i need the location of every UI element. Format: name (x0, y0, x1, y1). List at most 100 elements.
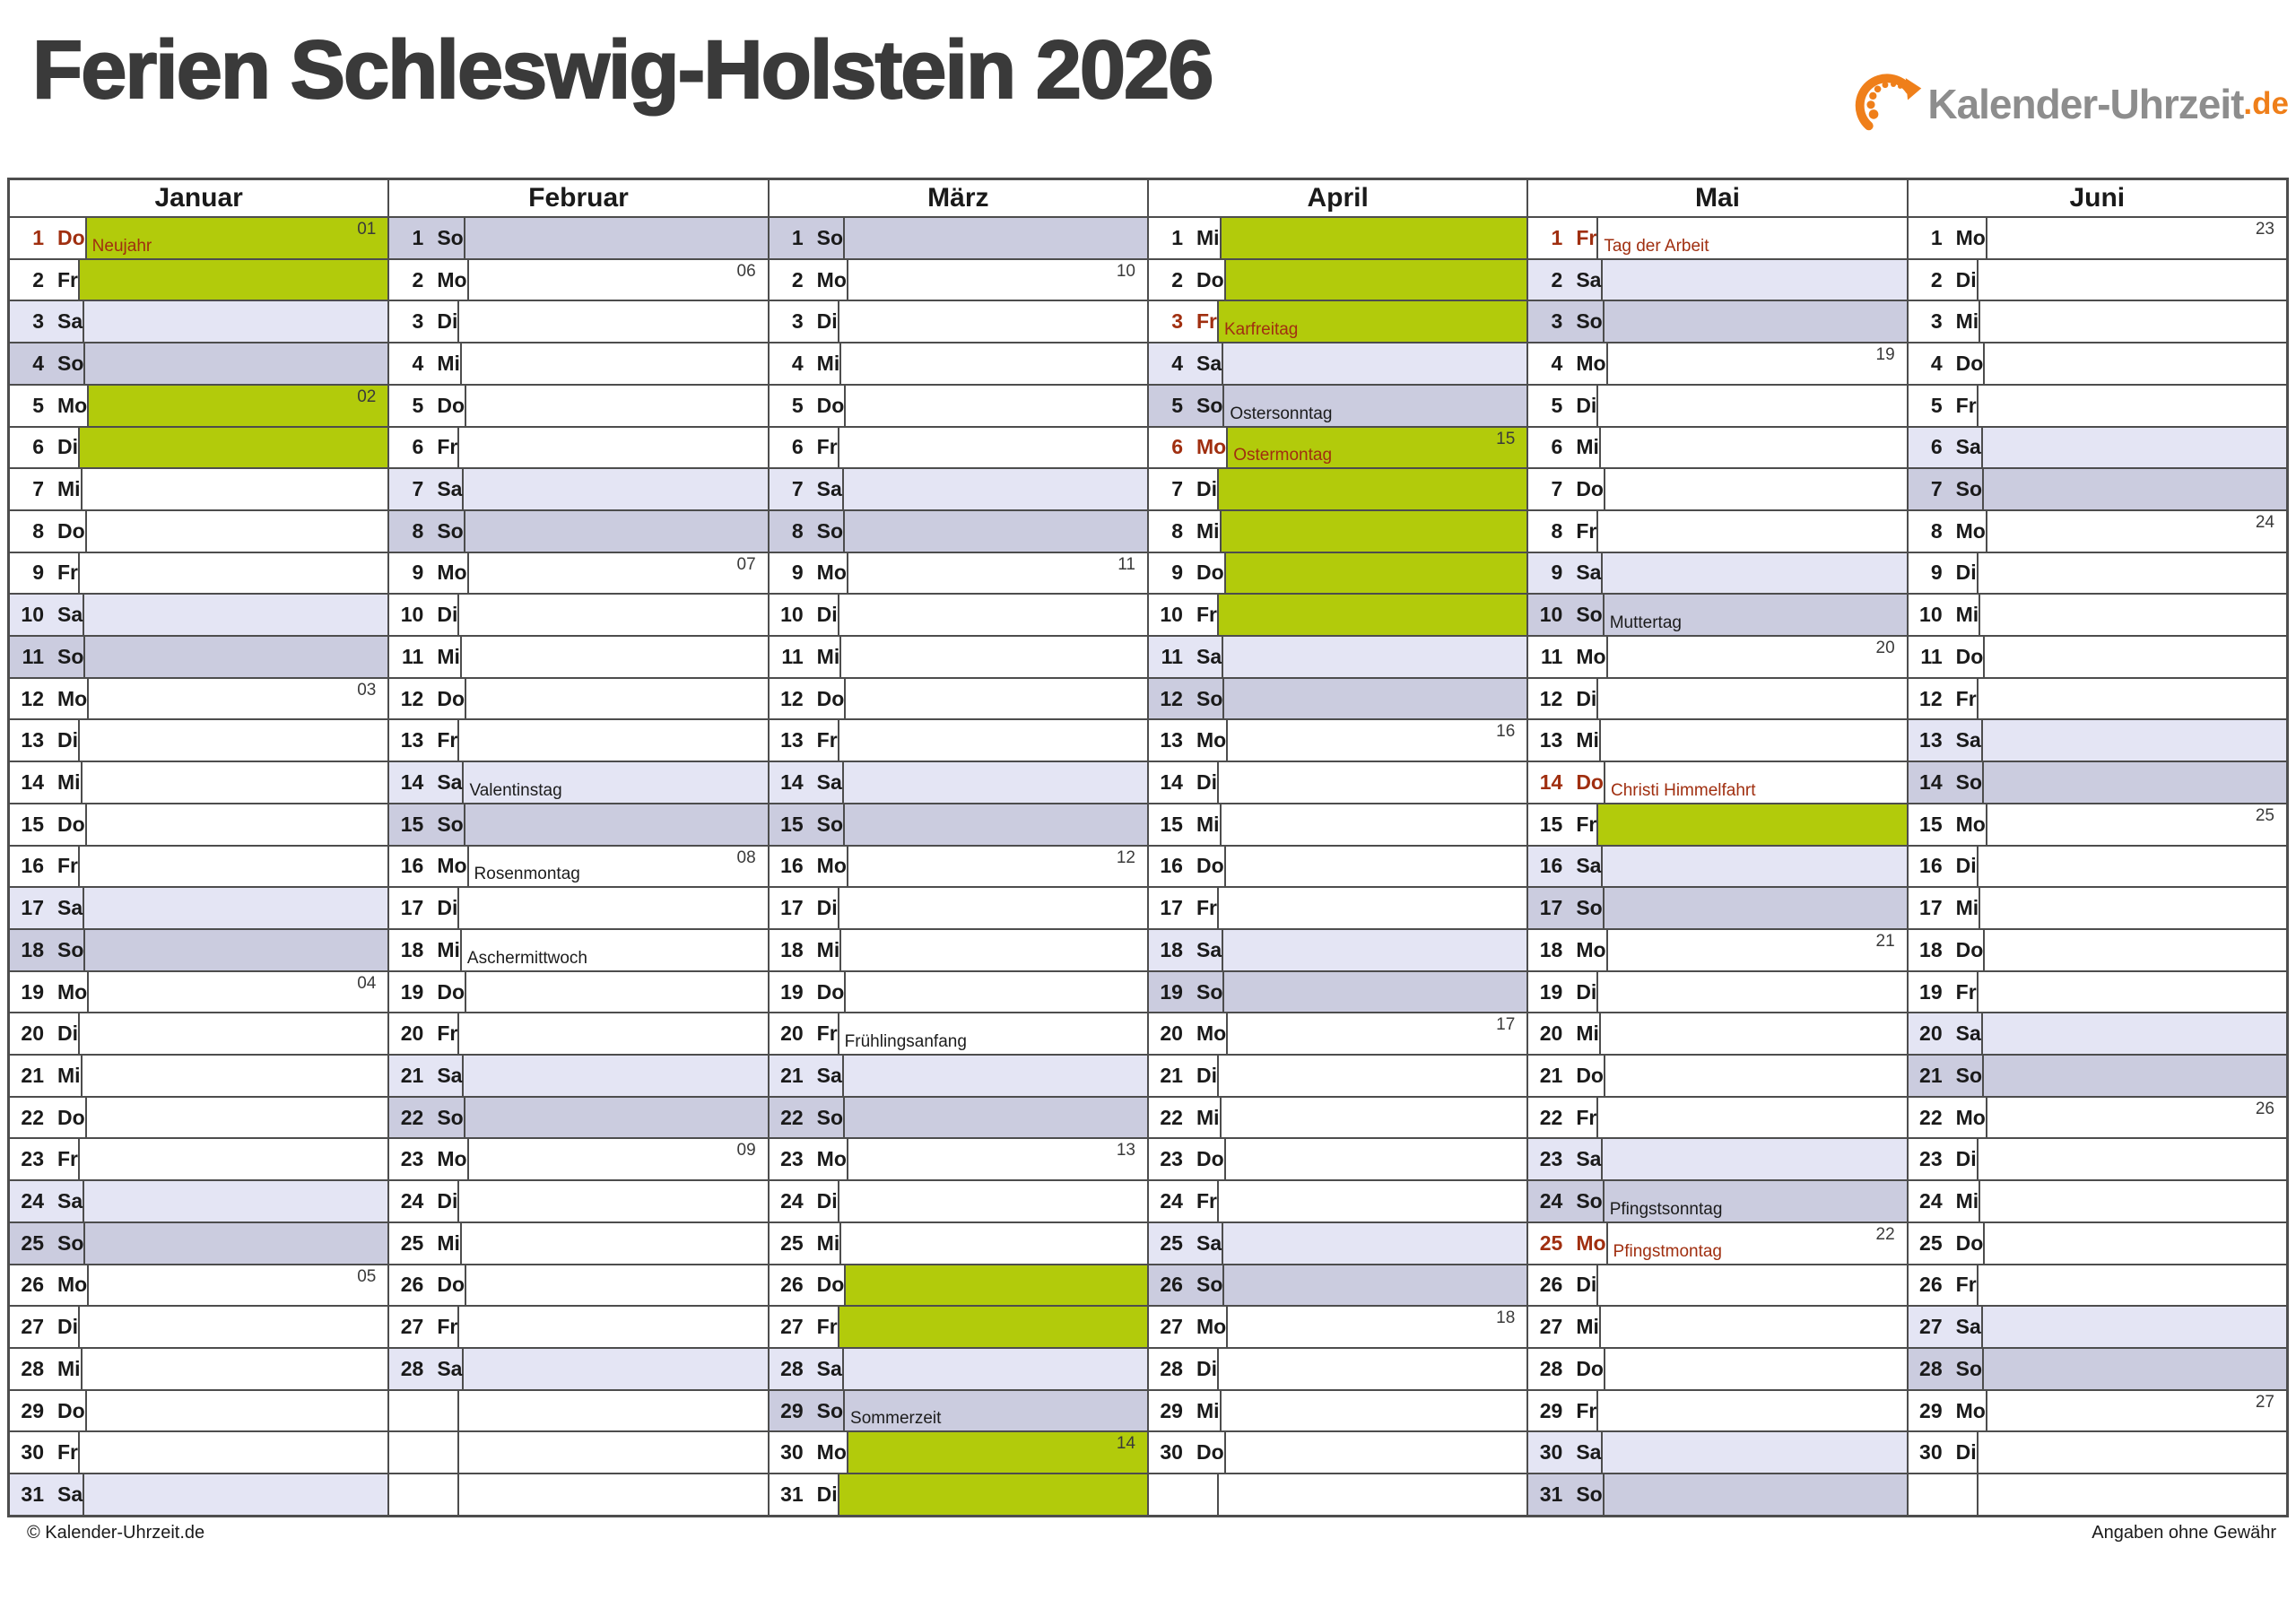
day-number: 6 (791, 435, 804, 459)
day-number: 10 (1539, 603, 1563, 627)
day-row: 20 Mo 17 (1148, 1013, 1527, 1056)
day-cell: 18 Mi (769, 929, 842, 970)
note-cell: 11 (848, 552, 1147, 594)
day-number: 22 (1160, 1105, 1183, 1129)
note-cell (1984, 1056, 2286, 1096)
note-cell (80, 846, 388, 887)
day-cell: 16 Fr (10, 846, 80, 887)
day-cell: 22 Fr (1528, 1097, 1599, 1138)
day-number: 15 (780, 812, 804, 836)
weekday-label: So (1955, 477, 1983, 501)
day-row: 22 So (769, 1097, 1147, 1140)
note-cell: Pfingstsonntag (1604, 1181, 1907, 1221)
day-cell: 5 Fr (1908, 385, 1979, 426)
day-row: 19 Di (1528, 971, 1907, 1014)
weekday-label: Fr (57, 1147, 78, 1171)
day-number: 20 (400, 1021, 424, 1046)
note-cell (1603, 1139, 1907, 1180)
note-cell (459, 301, 768, 343)
holiday-label: Tag der Arbeit (1604, 236, 1709, 256)
day-row: 30 Do (1148, 1432, 1527, 1475)
day-number: 9 (1551, 561, 1563, 585)
note-cell (459, 1390, 768, 1431)
note-cell: 23 (1987, 218, 2286, 258)
weekday-label: Sa (1196, 1230, 1222, 1255)
day-row: 21 Do (1528, 1056, 1907, 1098)
day-cell: 17 Fr (1148, 888, 1219, 928)
day-number: 3 (1171, 309, 1183, 334)
weekday-label: So (816, 518, 844, 543)
day-cell: 14 So (1908, 762, 1985, 803)
month-column-mai: Mai 1 Fr Tag der Arbeit 2 Sa 3 So 4 Mo 19 5 Di 6 Mi 7 Do… (1528, 180, 1909, 1515)
day-cell: 23 Mo (389, 1139, 469, 1180)
note-cell (84, 595, 388, 636)
weekday-label: Di (57, 728, 78, 752)
note-cell (459, 1432, 768, 1474)
day-row: 21 Mi (10, 1056, 388, 1098)
holiday-label: Sommerzeit (850, 1409, 942, 1429)
note-cell: 08 Rosenmontag (468, 846, 768, 887)
day-cell: 28 Sa (769, 1348, 844, 1389)
weekday-label: Di (1576, 979, 1597, 1004)
day-row: 11 So (10, 637, 388, 679)
day-number: 29 (21, 1398, 44, 1422)
day-row: 11 Sa (1148, 637, 1527, 679)
weekday-label: Sa (1576, 1440, 1602, 1465)
day-row: 26 Fr (1908, 1265, 2286, 1308)
day-row: 26 So (1148, 1265, 1527, 1308)
day-row: 29 Mo 27 (1908, 1390, 2286, 1433)
day-row: 9 Mo 11 (769, 552, 1147, 596)
weekday-label: Mi (1955, 1189, 1979, 1213)
day-cell: 7 Sa (389, 469, 465, 509)
weekday-label: Di (1955, 854, 1977, 878)
weekday-label: Di (816, 1189, 838, 1213)
weekday-label: So (1576, 1189, 1603, 1213)
note-cell (1221, 804, 1527, 845)
weekday-label: Mo (1955, 518, 1986, 543)
day-row: 29 So Sommerzeit (769, 1390, 1147, 1433)
day-row: 1 So (389, 218, 768, 260)
day-number: 6 (1171, 435, 1183, 459)
day-number: 15 (1539, 812, 1563, 836)
day-number: 25 (400, 1230, 424, 1255)
note-cell (1223, 1222, 1527, 1264)
day-number: 1 (412, 225, 424, 249)
day-row: 28 So (1908, 1348, 2286, 1391)
day-number: 25 (780, 1230, 804, 1255)
day-cell (1148, 1474, 1219, 1515)
note-cell (839, 595, 1147, 636)
day-row: 15 Mi (1148, 804, 1527, 847)
day-row: 15 Do (10, 804, 388, 847)
weekday-label: Fr (1576, 812, 1597, 836)
holiday-label: Christi Himmelfahrt (1610, 780, 1756, 800)
day-cell: 4 Mo (1528, 343, 1608, 384)
day-number: 24 (1919, 1189, 1943, 1213)
day-row: 11 Mi (389, 637, 768, 679)
day-row: 15 Mo 25 (1908, 804, 2286, 847)
weekday-label: Do (57, 1105, 85, 1129)
week-number: 13 (1116, 1141, 1135, 1161)
day-number: 16 (400, 854, 424, 878)
note-cell (80, 1307, 388, 1347)
day-cell: 2 Fr (10, 259, 80, 300)
weekday-label: So (1576, 603, 1603, 627)
note-cell (1218, 1474, 1527, 1515)
day-row: 13 Sa (1908, 720, 2286, 763)
weekday-label: Sa (57, 309, 83, 334)
weekday-label: Mo (816, 1147, 847, 1171)
day-row: 10 Sa (10, 595, 388, 638)
note-cell (839, 888, 1147, 928)
holiday-label: Aschermittwoch (466, 948, 587, 968)
day-number: 20 (1539, 1021, 1563, 1046)
weekday-label: Mi (816, 1230, 840, 1255)
day-row: 5 Fr (1908, 385, 2286, 428)
day-row: 12 Di (1528, 678, 1907, 721)
note-cell (80, 720, 388, 761)
weekday-label: So (1576, 1482, 1603, 1506)
weekday-label: Do (437, 686, 465, 710)
day-cell: 4 Do (1908, 343, 1986, 384)
weekday-label: Sa (816, 477, 842, 501)
weekday-label: Mi (1576, 728, 1599, 752)
day-row: 29 Mi (1148, 1390, 1527, 1433)
weekday-label: Do (437, 393, 465, 417)
